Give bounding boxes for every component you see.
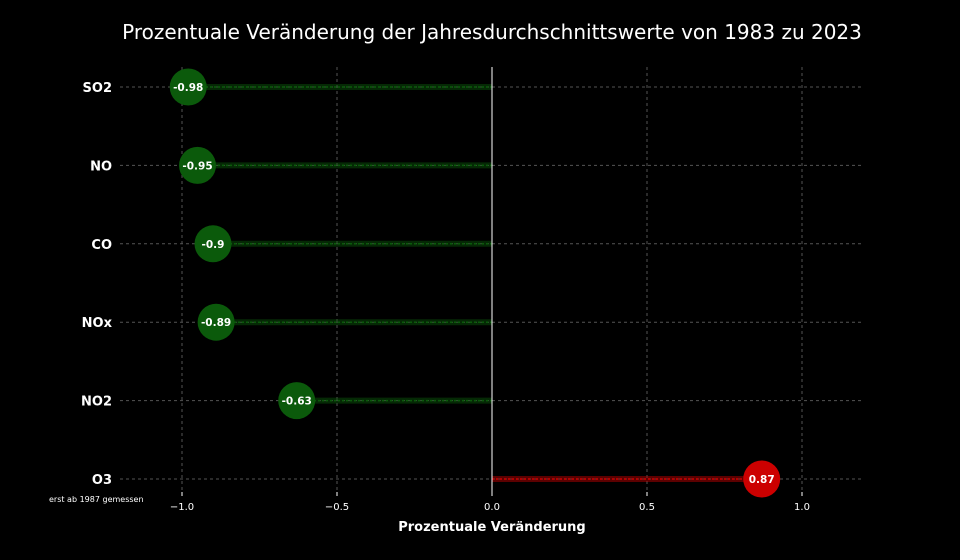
category-label: SO2 xyxy=(83,81,112,96)
chart-title: Prozentuale Veränderung der Jahresdurchs… xyxy=(122,20,862,44)
stem-layer xyxy=(188,84,762,482)
lollipop-dot xyxy=(169,68,207,106)
value-label: -0.89 xyxy=(201,317,231,329)
x-tick-label: −1.0 xyxy=(170,502,194,513)
value-label: -0.95 xyxy=(182,160,212,172)
value-label: -0.98 xyxy=(173,82,203,94)
lollipop-dot xyxy=(197,303,235,341)
x-tick-label: −0.5 xyxy=(325,502,349,513)
category-label: NOx xyxy=(82,316,113,331)
lollipop-dot xyxy=(179,146,216,184)
category-label: O3 xyxy=(92,473,112,488)
category-label: NO2 xyxy=(81,395,112,410)
x-tick-label: 1.0 xyxy=(794,502,810,513)
annotation-note: erst ab 1987 gemessen xyxy=(49,495,144,504)
axis-layer: −1.0 −0.5 0.0 0.5 1.0 SO2 NO CO NOx NO2 O3 xyxy=(81,67,810,513)
x-tick-label: 0.5 xyxy=(639,502,655,513)
dot-layer: -0.98 -0.95 -0.9 -0.89 -0.63 0.87 xyxy=(169,68,781,498)
x-tick-label: 0.0 xyxy=(484,502,500,513)
value-label: -0.9 xyxy=(202,239,225,251)
category-label: NO xyxy=(90,159,112,174)
lollipop-dot xyxy=(743,460,781,498)
x-axis-label: Prozentuale Veränderung xyxy=(398,520,586,535)
lollipop-dot xyxy=(194,225,232,263)
value-label: 0.87 xyxy=(749,474,775,486)
lollipop-dot xyxy=(278,382,316,420)
category-label: CO xyxy=(91,238,112,253)
value-label: -0.63 xyxy=(282,396,312,408)
